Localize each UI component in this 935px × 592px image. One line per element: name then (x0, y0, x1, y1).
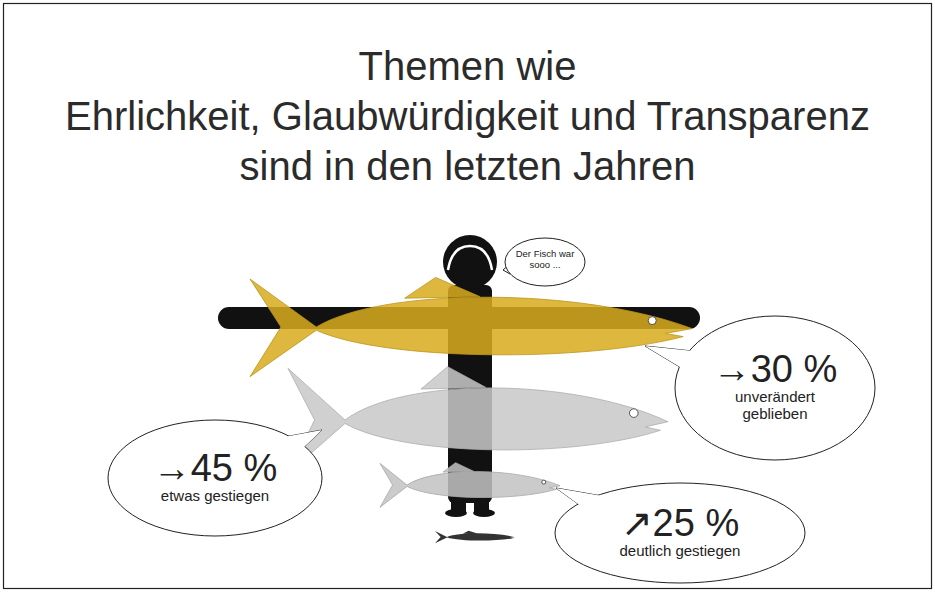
category-label: unverändertgeblieben (735, 388, 816, 422)
fish (380, 463, 560, 508)
bubble-pointer-fill (645, 346, 698, 371)
category-label-line: geblieben (742, 405, 807, 422)
tiny-fish (435, 531, 515, 543)
fish (288, 367, 668, 474)
fish-group (380, 463, 560, 508)
speech-bubble: Der Fisch warsooo ... (503, 238, 585, 286)
frame (4, 4, 932, 589)
title-line: Themen wie (359, 44, 577, 88)
fish-group (250, 277, 692, 376)
data-label: ↗25 % (621, 502, 739, 544)
title-line: Ehrlichkeit, Glaubwürdigkeit und Transpa… (65, 94, 870, 138)
person-hair-line (448, 246, 492, 270)
annotation: sooo ... (529, 259, 560, 270)
bubble-pointer-fill (556, 488, 608, 508)
annotation: Der Fisch war (516, 248, 575, 259)
data-label: →45 % (153, 447, 278, 489)
title: Themen wie Ehrlichkeit, Glaubwürdigkeit u… (65, 44, 870, 188)
bubble (675, 316, 875, 460)
speech-bubble-body (505, 238, 585, 286)
person-foot (473, 509, 495, 517)
data-label: →30 % (713, 348, 838, 390)
bubble-pointer-fill (280, 430, 322, 451)
category-label-line: deutlich gestiegen (620, 542, 741, 559)
fish-eye (542, 480, 546, 484)
labels: →30 %unverändertgeblieben →45 %etwas gest… (108, 316, 875, 583)
category-label-line: etwas gestiegen (161, 487, 269, 504)
person-foot (445, 509, 467, 517)
label-bubble: ↗25 %deutlich gestiegen (555, 483, 805, 583)
fish-group (288, 367, 668, 474)
label-bubble: →45 %etwas gestiegen (108, 420, 322, 536)
bubble (108, 420, 322, 536)
title-line: sind in den letzten Jahren (240, 144, 696, 188)
category-label: deutlich gestiegen (620, 542, 741, 559)
bubble (555, 483, 805, 583)
chart-svg: Themen wie Ehrlichkeit, Glaubwürdigkeit u… (0, 0, 935, 592)
category-label: etwas gestiegen (161, 487, 269, 504)
fish (250, 277, 692, 376)
fish-eye (630, 409, 639, 418)
fish-eye (648, 317, 656, 325)
label-bubble: →30 %unverändertgeblieben (645, 316, 875, 460)
person-head (443, 235, 497, 289)
category-label-line: unverändert (735, 388, 816, 405)
